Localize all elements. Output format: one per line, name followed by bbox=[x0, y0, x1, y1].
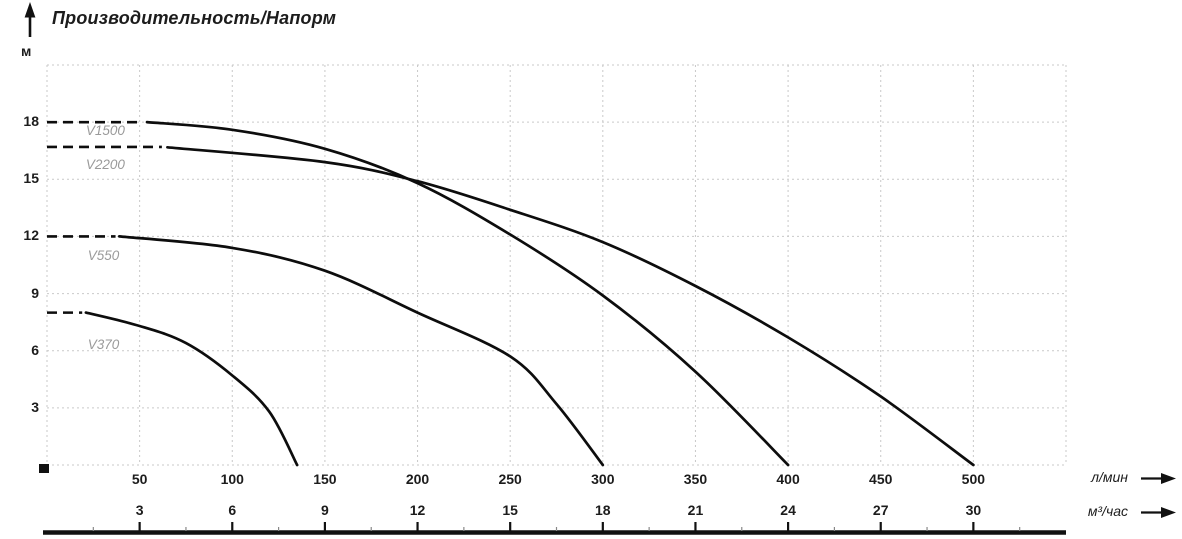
axis-decorations bbox=[24, 2, 1176, 535]
x-tick-label-lmin: 100 bbox=[220, 471, 244, 487]
y-tick-label: 9 bbox=[31, 284, 39, 301]
series-label-V2200: V2200 bbox=[85, 157, 125, 172]
x-tick-label-m3h: 24 bbox=[780, 502, 796, 518]
x-tick-label-lmin: 300 bbox=[591, 471, 615, 487]
chart-title: Производительность/Напорм bbox=[52, 8, 337, 28]
x-tick-label-lmin: 200 bbox=[405, 471, 430, 487]
y-axis-unit-label: м bbox=[21, 43, 32, 59]
x-tick-label-lmin: 350 bbox=[683, 471, 708, 487]
x-tick-label-lmin: 400 bbox=[776, 471, 800, 487]
x-tick-label-lmin: 500 bbox=[961, 471, 986, 487]
x-axis-unit-lmin-label: л/мин bbox=[1091, 469, 1128, 485]
y-tick-label: 6 bbox=[31, 341, 39, 358]
x-tick-label-m3h: 9 bbox=[321, 502, 329, 518]
curve-V550 bbox=[117, 235, 605, 467]
y-tick-label: 3 bbox=[31, 398, 39, 415]
performance-curves bbox=[47, 120, 975, 467]
x-tick-label-m3h: 30 bbox=[965, 502, 982, 518]
x-tick-label-m3h: 3 bbox=[135, 502, 144, 518]
curve-V370 bbox=[84, 311, 299, 467]
origin-square-marker bbox=[39, 464, 49, 473]
x-tick-label-m3h: 27 bbox=[872, 502, 889, 518]
curve-V2200 bbox=[166, 145, 975, 467]
x-axis-unit-m3h-label: м³/час bbox=[1087, 503, 1128, 519]
x-tick-label-m3h: 12 bbox=[409, 502, 426, 518]
x-tick-label-m3h: 18 bbox=[595, 502, 611, 518]
x-tick-label-m3h: 21 bbox=[687, 502, 704, 518]
x-axis-arrow-icon-m3h bbox=[1161, 507, 1176, 518]
y-tick-label: 12 bbox=[23, 227, 39, 244]
x-tick-label-lmin: 450 bbox=[869, 471, 893, 487]
gridlines bbox=[46, 64, 1067, 466]
y-tick-label: 18 bbox=[23, 113, 39, 130]
x-tick-label-m3h: 6 bbox=[228, 502, 237, 518]
y-axis-arrow-icon bbox=[24, 2, 36, 18]
series-label-V370: V370 bbox=[87, 337, 120, 352]
x-tick-label-lmin: 50 bbox=[131, 471, 148, 487]
series-label-V550: V550 bbox=[87, 248, 120, 264]
curve-V1500 bbox=[145, 120, 790, 467]
y-tick-label: 15 bbox=[23, 170, 39, 187]
x-tick-label-m3h: 15 bbox=[502, 502, 518, 518]
series-label-V1500: V1500 bbox=[85, 122, 125, 138]
x-tick-label-lmin: 150 bbox=[313, 471, 337, 487]
x-axis-arrow-icon-lmin bbox=[1161, 473, 1176, 484]
x-tick-label-lmin: 250 bbox=[498, 471, 522, 487]
